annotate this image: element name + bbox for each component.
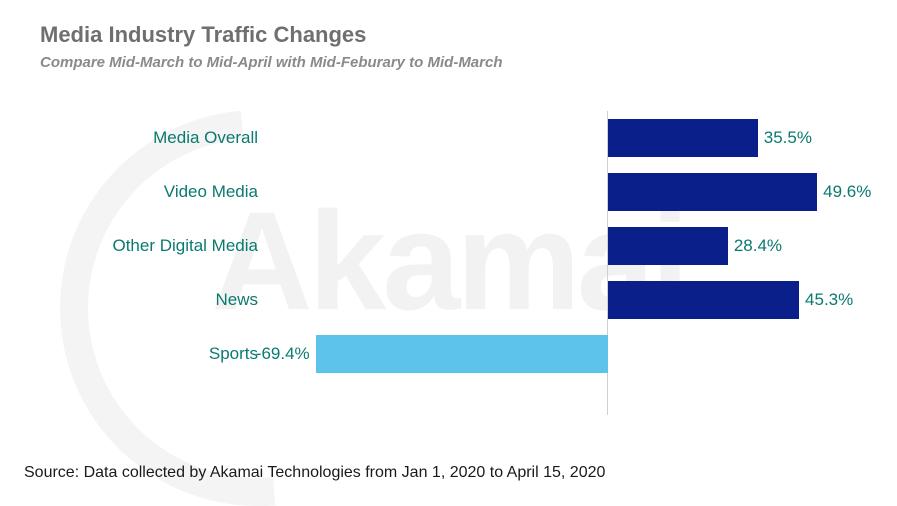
plot-area: 49.6%: [270, 165, 860, 219]
value-label: 49.6%: [823, 173, 871, 211]
chart-subtitle: Compare Mid-March to Mid-April with Mid-…: [40, 54, 867, 71]
plot-area: 35.5%: [270, 111, 860, 165]
chart-container: Media Industry Traffic Changes Compare M…: [0, 0, 897, 506]
chart-row: Video Media49.6%: [40, 165, 860, 219]
chart-row: News 45.3%: [40, 273, 860, 327]
value-label: 28.4%: [734, 227, 782, 265]
category-label: Other Digital Media: [40, 236, 270, 256]
plot-area: 28.4%: [270, 219, 860, 273]
value-label: -69.4%: [256, 335, 310, 373]
plot-area: 45.3%: [270, 273, 860, 327]
category-label: Sports: [40, 344, 270, 364]
chart-row: Other Digital Media 28.4%: [40, 219, 860, 273]
category-label: News: [40, 290, 270, 310]
bar-chart: Media Overall35.5%Video Media49.6%Other …: [40, 111, 860, 411]
chart-row: Media Overall 35.5%: [40, 111, 860, 165]
value-label: 35.5%: [764, 119, 812, 157]
chart-title: Media Industry Traffic Changes: [40, 22, 867, 48]
chart-row: Sports-69.4%: [40, 327, 860, 381]
bar: [608, 119, 758, 157]
bar: [608, 227, 728, 265]
value-label: 45.3%: [805, 281, 853, 319]
category-label: Video Media: [40, 182, 270, 202]
bar: [608, 281, 799, 319]
source-footer: Source: Data collected by Akamai Technol…: [24, 464, 605, 482]
bar: [608, 173, 817, 211]
bar: [316, 335, 608, 373]
plot-area: -69.4%: [270, 327, 860, 381]
category-label: Media Overall: [40, 128, 270, 148]
